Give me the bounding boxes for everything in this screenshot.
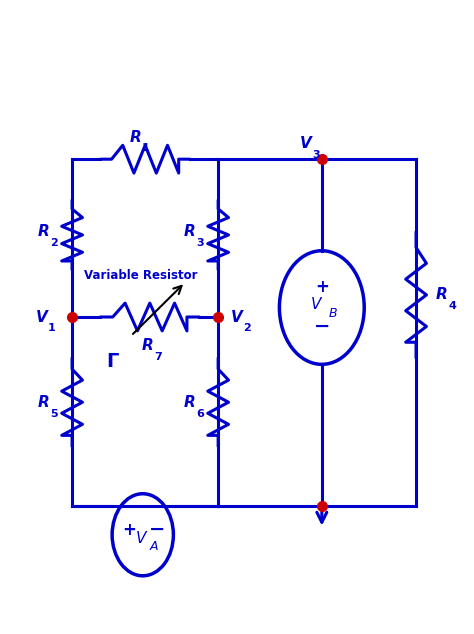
Text: 7: 7 [154,352,162,362]
Text: $B$: $B$ [328,307,338,320]
Text: 3: 3 [312,150,319,160]
Text: +: + [123,521,137,539]
Text: 5: 5 [50,408,58,418]
Text: V: V [36,309,47,325]
Text: −: − [314,317,330,336]
Text: −: − [149,521,165,540]
Text: R: R [436,287,448,302]
Text: $A$: $A$ [149,540,160,553]
Text: $V$: $V$ [310,296,323,313]
Text: 3: 3 [196,238,204,248]
Text: R: R [38,395,50,410]
Text: R: R [130,129,142,145]
Text: V: V [231,309,243,325]
Text: 2: 2 [50,238,58,248]
Text: Variable Resistor: Variable Resistor [84,269,197,283]
Text: V: V [300,136,311,151]
Text: Γ: Γ [106,352,118,371]
Text: +: + [315,278,329,296]
Text: 2: 2 [244,323,251,333]
Text: 1: 1 [48,323,55,333]
Text: 4: 4 [448,301,456,311]
Text: 1: 1 [142,143,150,153]
Text: R: R [184,224,196,239]
Text: $V$: $V$ [135,530,148,546]
Text: R: R [38,224,50,239]
Text: R: R [184,395,196,410]
Text: R: R [142,338,154,353]
Text: 6: 6 [196,408,204,418]
